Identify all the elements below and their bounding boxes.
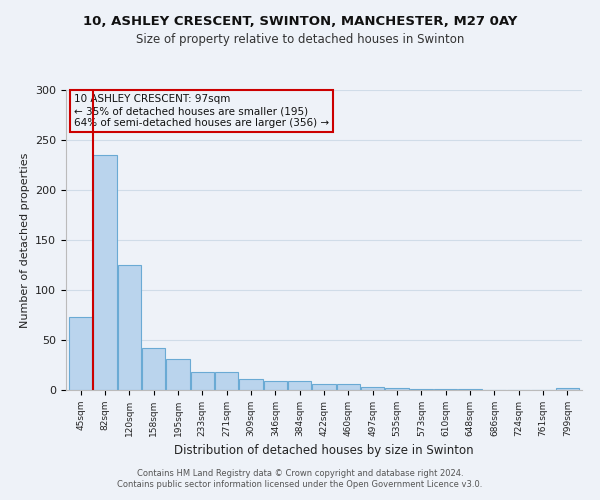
Bar <box>264 381 287 390</box>
Y-axis label: Number of detached properties: Number of detached properties <box>20 152 29 328</box>
Text: Contains public sector information licensed under the Open Government Licence v3: Contains public sector information licen… <box>118 480 482 489</box>
Bar <box>166 359 190 390</box>
Bar <box>288 381 311 390</box>
Bar <box>215 372 238 390</box>
Bar <box>94 155 116 390</box>
Bar <box>142 348 165 390</box>
Bar <box>361 387 384 390</box>
Text: 10 ASHLEY CRESCENT: 97sqm
← 35% of detached houses are smaller (195)
64% of semi: 10 ASHLEY CRESCENT: 97sqm ← 35% of detac… <box>74 94 329 128</box>
Bar <box>69 317 92 390</box>
Bar <box>313 384 335 390</box>
Bar <box>337 384 360 390</box>
Bar <box>191 372 214 390</box>
Bar <box>118 265 141 390</box>
Bar <box>239 379 263 390</box>
X-axis label: Distribution of detached houses by size in Swinton: Distribution of detached houses by size … <box>174 444 474 458</box>
Bar <box>458 389 482 390</box>
Text: 10, ASHLEY CRESCENT, SWINTON, MANCHESTER, M27 0AY: 10, ASHLEY CRESCENT, SWINTON, MANCHESTER… <box>83 15 517 28</box>
Bar <box>434 389 457 390</box>
Bar <box>556 388 579 390</box>
Bar <box>410 389 433 390</box>
Text: Contains HM Land Registry data © Crown copyright and database right 2024.: Contains HM Land Registry data © Crown c… <box>137 468 463 477</box>
Bar <box>385 388 409 390</box>
Text: Size of property relative to detached houses in Swinton: Size of property relative to detached ho… <box>136 32 464 46</box>
